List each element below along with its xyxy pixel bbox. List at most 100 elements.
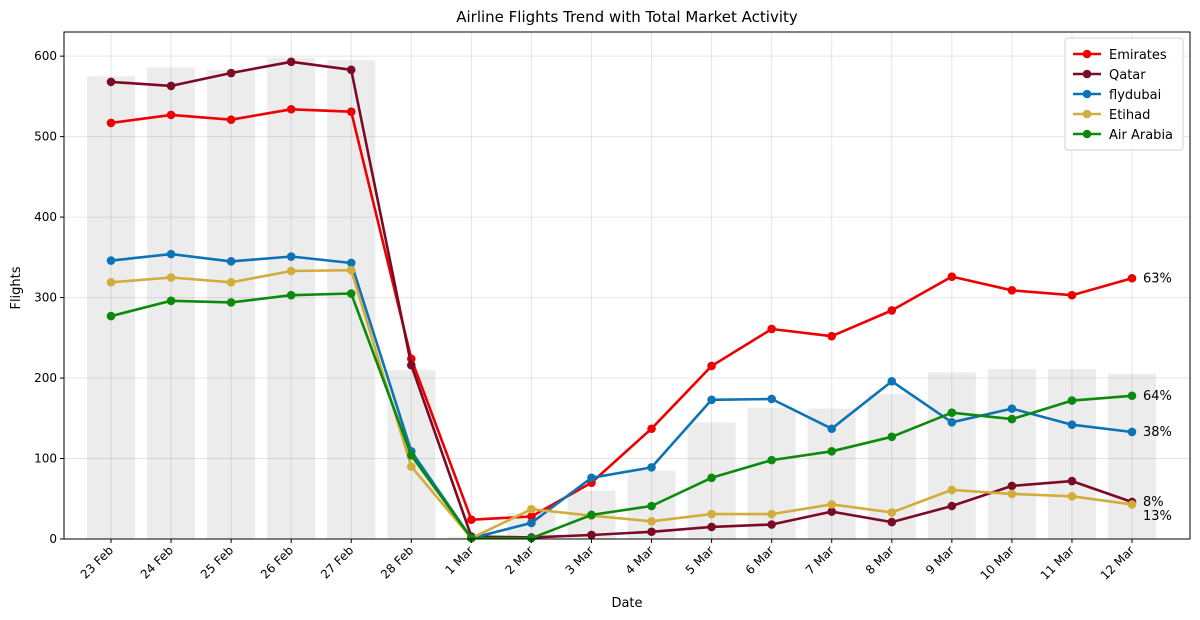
legend-marker <box>1082 49 1092 59</box>
data-point <box>947 408 957 417</box>
end-label: 64% <box>1143 389 1172 404</box>
data-point <box>166 81 176 91</box>
x-tick-label: 4 Mar <box>623 543 657 577</box>
data-point <box>887 432 897 442</box>
end-label: 38% <box>1143 425 1172 440</box>
legend-marker <box>1082 69 1092 79</box>
y-axis-label: Flights <box>9 266 24 309</box>
data-point <box>827 507 837 516</box>
x-tick-label: 5 Mar <box>683 543 717 577</box>
data-point <box>166 110 176 120</box>
data-point <box>1007 286 1017 295</box>
data-point <box>1067 492 1077 501</box>
legend-label: flydubai <box>1109 88 1161 103</box>
legend-marker <box>1082 89 1092 99</box>
data-point <box>346 289 356 298</box>
data-point <box>166 249 176 259</box>
legend-marker <box>1082 109 1092 119</box>
data-point <box>166 273 176 282</box>
data-point <box>286 252 296 261</box>
legend: Emirates Qatar flydubai Etihad Air Arabia <box>1064 37 1184 151</box>
data-point <box>106 118 116 128</box>
data-point <box>767 509 776 519</box>
data-point <box>1007 481 1017 491</box>
data-point <box>827 446 837 456</box>
data-point <box>827 331 837 341</box>
data-point <box>707 509 716 519</box>
market-bar <box>987 369 1036 539</box>
data-point <box>407 451 416 460</box>
series-line <box>110 268 1133 540</box>
data-point <box>647 424 656 434</box>
x-axis-label: Date <box>611 596 642 611</box>
data-point <box>887 306 897 315</box>
data-point <box>527 504 536 514</box>
series-line <box>110 252 1133 540</box>
data-point <box>226 68 236 78</box>
x-tick-label: 26 Feb <box>258 543 296 581</box>
data-point <box>1127 391 1137 401</box>
data-point <box>286 290 296 300</box>
data-point <box>887 517 897 527</box>
data-point <box>767 394 776 404</box>
x-tick-label: 25 Feb <box>198 543 236 581</box>
x-tick-label: 24 Feb <box>138 543 176 581</box>
data-point <box>346 258 356 268</box>
data-point <box>887 508 897 517</box>
data-point <box>767 520 776 529</box>
market-bar <box>87 76 135 539</box>
end-label: 63% <box>1143 271 1172 286</box>
series-line <box>110 60 1133 539</box>
chart-title: Airline Flights Trend with Total Market … <box>456 8 798 26</box>
data-point <box>587 510 596 520</box>
data-point <box>346 65 356 75</box>
data-point <box>1067 420 1077 430</box>
data-point <box>587 473 596 483</box>
data-point <box>947 485 957 495</box>
data-point <box>647 501 656 511</box>
y-tick-label: 500 <box>34 130 57 144</box>
x-tick-label: 1 Mar <box>442 543 476 577</box>
data-point <box>1127 500 1137 509</box>
series-etihad <box>106 265 1137 543</box>
data-point <box>1067 290 1077 300</box>
x-tick-label: 11 Mar <box>1038 543 1077 582</box>
data-point <box>1007 414 1017 424</box>
data-point <box>1127 427 1137 437</box>
y-tick-label: 600 <box>34 49 57 63</box>
data-point <box>767 324 776 334</box>
data-point <box>707 361 716 371</box>
legend-label: Air Arabia <box>1109 128 1173 143</box>
data-point <box>286 266 296 276</box>
x-tick-label: 8 Mar <box>863 543 897 577</box>
data-point <box>887 376 897 386</box>
market-bar <box>327 60 376 540</box>
data-point <box>286 104 296 114</box>
data-point <box>346 107 356 116</box>
end-label: 13% <box>1143 509 1172 524</box>
x-tick-label: 6 Mar <box>743 543 777 577</box>
data-point <box>1067 396 1077 405</box>
data-point <box>226 115 236 125</box>
data-point <box>226 298 236 307</box>
y-tick-label: 200 <box>34 371 57 385</box>
end-label: 8% <box>1143 495 1164 510</box>
series-flydubai <box>106 249 1137 543</box>
data-point <box>1127 273 1137 283</box>
total-market-bars <box>87 57 1157 540</box>
data-point <box>286 57 296 67</box>
data-point <box>106 256 116 265</box>
data-point <box>707 395 716 405</box>
x-tick-label: 7 Mar <box>803 543 837 577</box>
data-point <box>106 77 116 87</box>
x-tick-label: 28 Feb <box>378 543 416 581</box>
y-tick-label: 0 <box>49 532 57 546</box>
data-point <box>106 277 116 287</box>
data-point <box>767 455 776 465</box>
y-tick-label: 300 <box>34 291 57 305</box>
data-point <box>467 533 476 543</box>
data-point <box>947 418 957 427</box>
x-tick-label: 27 Feb <box>318 543 356 581</box>
data-point <box>527 518 536 528</box>
